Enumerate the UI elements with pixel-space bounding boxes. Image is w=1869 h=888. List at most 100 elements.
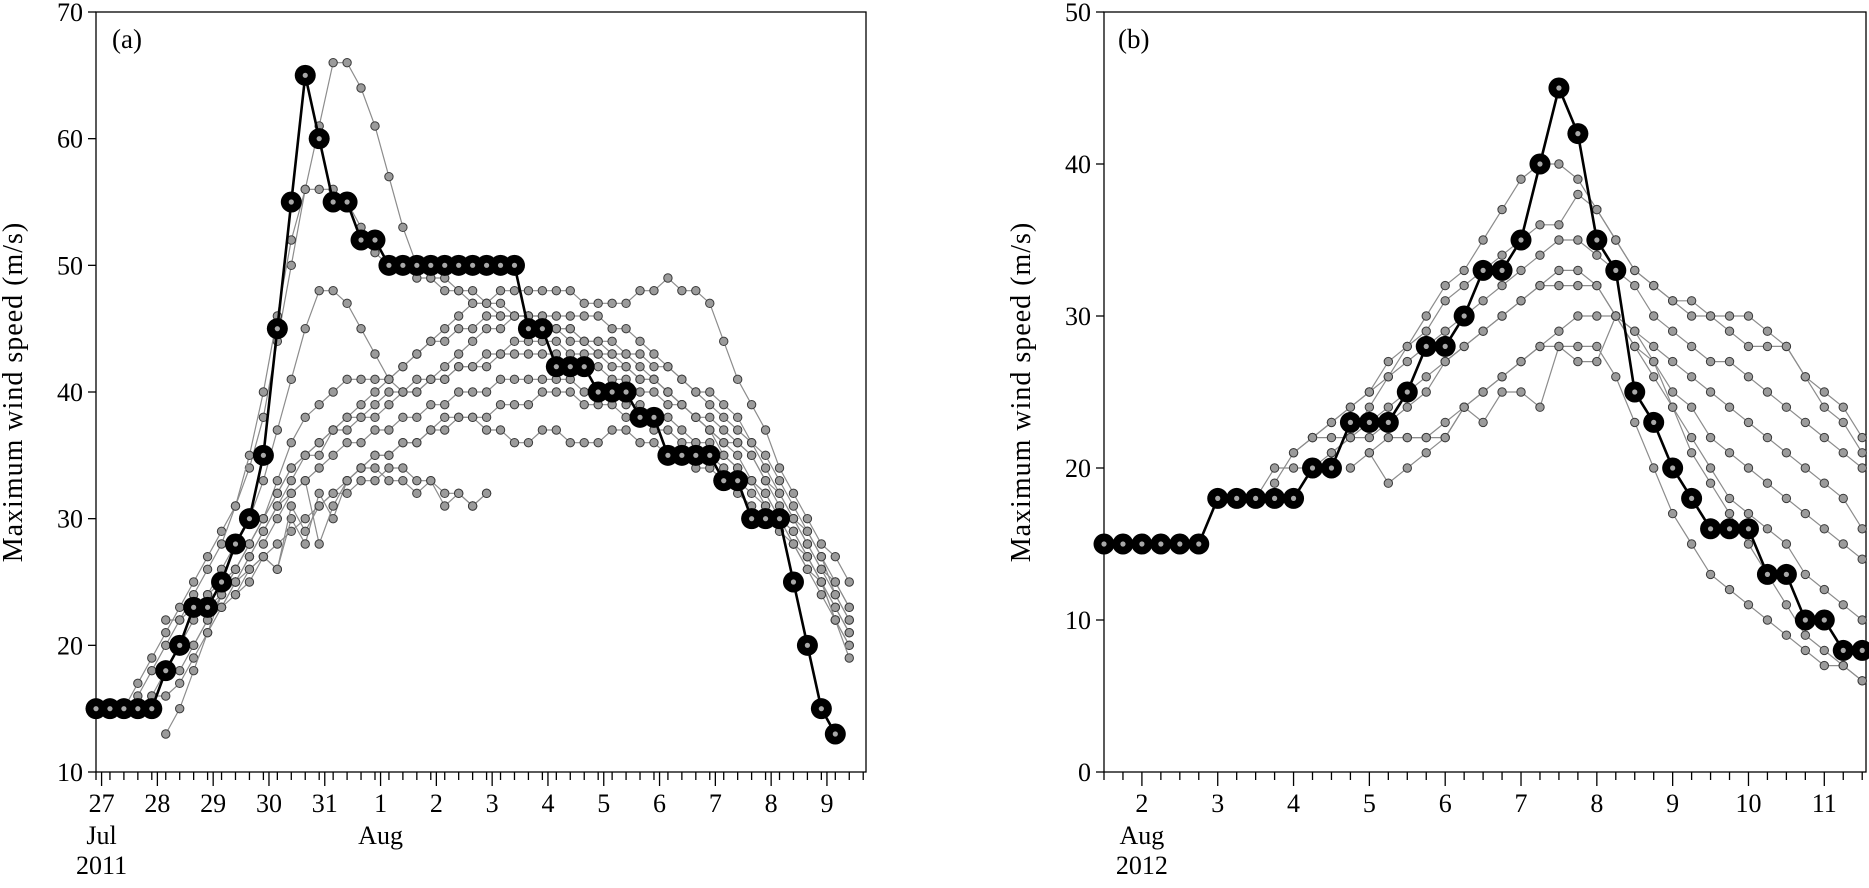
forecast-point [1782,601,1790,609]
forecast-point [1555,327,1563,335]
forecast-point [245,451,253,459]
observed-point-core [805,643,810,648]
forecast-point [1782,403,1790,411]
forecast-point [733,413,741,421]
forecast-point [1650,373,1658,381]
forecast-point [496,324,504,332]
forecast-point [273,476,281,484]
forecast-point [1763,388,1771,396]
forecast-point [636,375,644,383]
forecast-point [301,527,309,535]
observed-point-core [651,415,656,420]
panel-b-label: (b) [1118,24,1149,54]
forecast-point [1763,525,1771,533]
forecast-point [468,388,476,396]
forecast-point [1384,403,1392,411]
forecast-point [454,362,462,370]
forecast-point [1441,281,1449,289]
forecast-point [245,578,253,586]
forecast-point [1668,403,1676,411]
forecast-point [720,337,728,345]
forecast-point [594,299,602,307]
forecast-point [441,489,449,497]
forecast-point [441,502,449,510]
forecast-point [720,426,728,434]
forecast-point [371,375,379,383]
forecast-point [1650,342,1658,350]
forecast-point [1498,251,1506,259]
forecast-point [566,388,574,396]
forecast-point [357,324,365,332]
forecast-point [1460,266,1468,274]
y-tick-label: 10 [1065,606,1091,635]
observed-point-core [693,453,698,458]
forecast-point [664,388,672,396]
forecast-point [1574,281,1582,289]
forecast-point [733,426,741,434]
forecast-point [301,413,309,421]
observed-point-core [177,643,182,648]
forecast-point [1289,464,1297,472]
forecast-point [259,388,267,396]
forecast-point [552,426,560,434]
forecast-point [803,527,811,535]
x-month-label: Jul [86,821,116,850]
forecast-point [1365,388,1373,396]
observed-point-core [1518,237,1523,242]
x-year-label: 2012 [1116,851,1168,880]
observed-point-core [1234,496,1239,501]
forecast-point [608,337,616,345]
forecast-point [845,654,853,662]
observed-point-core [386,263,391,268]
forecast-point [315,185,323,193]
forecast-point [1858,525,1866,533]
forecast-point [1725,494,1733,502]
observed-point-core [819,706,824,711]
forecast-point [1725,327,1733,335]
observed-point-core [707,453,712,458]
observed-point-core [428,263,433,268]
x-tick-label: 3 [486,789,499,818]
observed-point-core [1784,572,1789,577]
forecast-point [287,438,295,446]
observed-point-core [1613,268,1618,273]
forecast-point [496,400,504,408]
observed-point-core [135,706,140,711]
x-month-label: Aug [1120,821,1165,850]
forecast-point [720,413,728,421]
forecast-point [1687,297,1695,305]
forecast-point [1346,403,1354,411]
forecast-point [747,438,755,446]
y-tick-label: 60 [57,125,83,154]
forecast-point [273,489,281,497]
forecast-point [357,375,365,383]
forecast-point [329,286,337,294]
x-tick-label: 11 [1812,789,1837,818]
forecast-point [580,312,588,320]
panel-a-y-axis-title: Maximum wind speed (m/s) [0,222,29,563]
forecast-point [1706,357,1714,365]
observed-point-core [596,389,601,394]
observed-point-core [665,453,670,458]
forecast-point [399,362,407,370]
forecast-point [454,286,462,294]
forecast-series [120,58,854,712]
forecast-point [329,388,337,396]
forecast-point [761,426,769,434]
forecast-point [1687,403,1695,411]
forecast-series [1403,312,1866,685]
forecast-point [1593,281,1601,289]
forecast-point [399,388,407,396]
observed-point-core [1670,465,1675,470]
forecast-point [650,362,658,370]
forecast-point [706,299,714,307]
forecast-point [831,590,839,598]
forecast-point [482,350,490,358]
forecast-point [454,489,462,497]
forecast-point [1650,281,1658,289]
observed-point-core [149,706,154,711]
forecast-point [441,324,449,332]
forecast-point [580,299,588,307]
